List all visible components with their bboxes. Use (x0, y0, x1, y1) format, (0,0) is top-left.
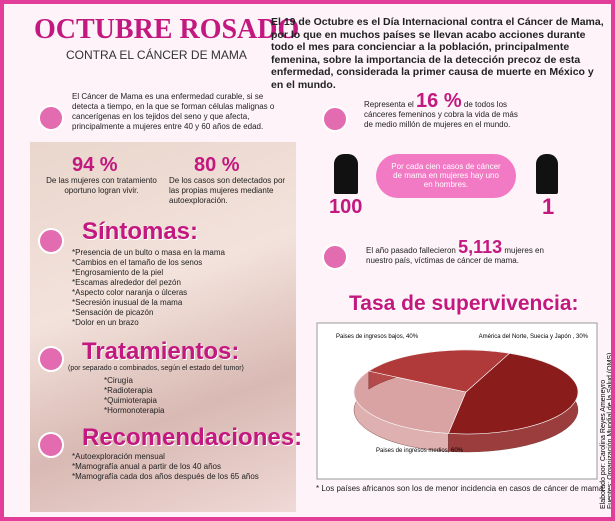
description: El Cáncer de Mama es una enfermedad cura… (72, 92, 287, 132)
pie-chart: Paises de ingresos bajos, 40% América del… (316, 322, 598, 480)
man-icon (536, 154, 558, 194)
stat-text: De los casos son detectados por las prop… (169, 176, 289, 206)
ratio-text: Por cada cien casos de cáncer de mama en… (376, 154, 516, 198)
list-item: *Quimioterapia (104, 396, 164, 406)
fact: Representa el 16 % de todos los cánceres… (364, 96, 524, 130)
list: *Autoexploración mensual*Mamografía anua… (72, 452, 259, 482)
chart-title: Tasa de supervivencia: (349, 292, 579, 316)
list-item: *Hormonoterapia (104, 406, 164, 416)
section-title: Tratamientos: (82, 338, 239, 366)
list-item: *Mamografía cada dos años después de los… (72, 472, 259, 482)
list-item: *Mamografía anual a partir de los 40 año… (72, 462, 259, 472)
credits: Elaborado por: Carolina Reyes Ameneyro F… (600, 319, 614, 509)
fact: El año pasado fallecieron 5,113 mujeres … (366, 242, 566, 266)
list-item: *Cambios en el tamaño de los senos (72, 258, 225, 268)
stat-value: 94 % (72, 154, 118, 177)
stat-value: 80 % (194, 154, 240, 177)
text: El año pasado fallecieron (366, 246, 456, 255)
list-item: *Dolor en un brazo (72, 318, 225, 328)
section-title: Recomendaciones: (82, 424, 302, 452)
list-item: *Sensación de picazón (72, 308, 225, 318)
infographic: OCTUBRE ROSADO CONTRA EL CÁNCER DE MAMA … (0, 0, 615, 521)
section-title: Síntomas: (82, 218, 198, 246)
list-item: *Aspecto color naranja o úlceras (72, 288, 225, 298)
women-count: 100 (329, 196, 362, 219)
list-item: *Escamas alrededor del pezón (72, 278, 225, 288)
ribbon-icon (38, 228, 64, 254)
label: Elaborado por: (600, 463, 607, 509)
stat-text: De las mujeres con tratamiento oportuno … (44, 176, 159, 196)
slice-label: Paises de ingresos medios, 60% (376, 448, 464, 454)
list-item: *Presencia de un bulto o masa en la mama (72, 248, 225, 258)
text: Elaborado por: Carolina Reyes Ameneyro (600, 319, 607, 509)
fact-value: 5,113 (458, 237, 502, 257)
list-item: *Radioterapia (104, 386, 164, 396)
subtitle: CONTRA EL CÁNCER DE MAMA (66, 48, 247, 62)
ribbon-icon (38, 346, 64, 372)
value: Carolina Reyes Ameneyro (600, 380, 607, 461)
list-item: *Autoexploración mensual (72, 452, 259, 462)
ribbon-icon (322, 106, 348, 132)
list-item: *Secresión inusual de la mama (72, 298, 225, 308)
ribbon-icon (322, 244, 348, 270)
list: *Cirugía*Radioterapia*Quimioterapia*Horm… (104, 376, 164, 416)
ribbon-icon (38, 105, 64, 131)
slice-label: Paises de ingresos bajos, 40% (336, 334, 419, 340)
text: Fuentes: Organización Mundial de la Salu… (607, 319, 614, 509)
value: Organización Mundial de la Salud (OMS) (607, 353, 614, 480)
title: OCTUBRE ROSADO (34, 14, 299, 46)
label: Fuentes: (607, 482, 614, 509)
list-item: *Cirugía (104, 376, 164, 386)
intro: El 19 de Octubre es el Día Internacional… (271, 16, 606, 91)
slice-label: América del Norte, Suecia y Japón , 30% (479, 334, 589, 340)
list-item: *Engrosamiento de la piel (72, 268, 225, 278)
woman-icon (334, 154, 358, 194)
footnote: * Los países africanos son los de menor … (316, 484, 606, 494)
text: Representa el (364, 100, 414, 109)
list: *Presencia de un bulto o masa en la mama… (72, 248, 225, 328)
note: (por separado o combinados, según el est… (68, 364, 244, 374)
ribbon-icon (38, 432, 64, 458)
fact-value: 16 % (416, 90, 462, 112)
men-count: 1 (542, 194, 554, 220)
